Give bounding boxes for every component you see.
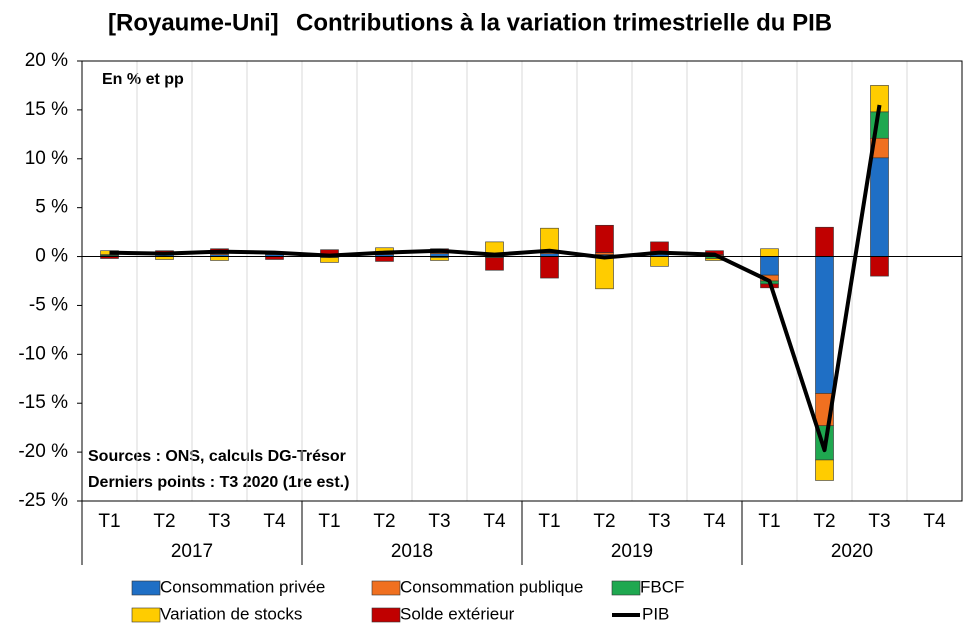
x-tick-label: T3 [208, 511, 230, 532]
y-tick-label: -5 % [29, 294, 68, 315]
x-tick-label: T1 [98, 511, 120, 532]
y-tick-label: 10 % [25, 148, 68, 169]
annotation: Derniers points : T3 2020 (1re est.) [88, 474, 349, 491]
bar-segment [430, 257, 449, 261]
x-tick-label: T1 [538, 511, 560, 532]
x-tick-label: T3 [868, 511, 890, 532]
x-tick-label: T3 [428, 511, 450, 532]
bar-segment [540, 227, 559, 251]
x-group-label: 2017 [171, 541, 213, 562]
x-tick-label: T2 [813, 511, 835, 532]
bar-segment [595, 224, 614, 253]
bar-segment [815, 256, 834, 394]
bar-segment [760, 248, 779, 257]
bar-segment [870, 256, 889, 277]
bar-segment [870, 157, 889, 257]
y-tick-label: -10 % [18, 343, 68, 364]
legend-label: Consommation privée [160, 577, 325, 596]
annotation: Sources : ONS, calculs DG-Trésor [88, 448, 346, 465]
y-tick-label: -20 % [18, 441, 68, 462]
chart-title-prefix: [Royaume-Uni] [108, 9, 279, 36]
y-tick-label: 0 % [35, 246, 68, 267]
bar-segment [210, 256, 229, 261]
x-tick-label: T1 [758, 511, 780, 532]
x-tick-label: T4 [703, 511, 726, 532]
bar-segment [375, 256, 394, 262]
x-group-label: 2018 [391, 541, 433, 562]
x-tick-label: T2 [593, 511, 615, 532]
legend-label: Solde extérieur [400, 604, 515, 623]
bar-segment [485, 257, 504, 271]
legend-swatch [371, 580, 401, 596]
bar-segment [815, 226, 834, 257]
bar-segment [595, 257, 614, 290]
x-tick-label: T4 [483, 511, 506, 532]
x-tick-label: T3 [648, 511, 670, 532]
legend-swatch [131, 580, 161, 596]
legend-label: PIB [642, 604, 669, 623]
y-tick-label: 20 % [25, 50, 68, 71]
legend-swatch [131, 607, 161, 623]
subtitle: En % et pp [102, 71, 184, 88]
legend-swatch [611, 580, 641, 596]
x-tick-label: T4 [263, 511, 286, 532]
bar-segment [320, 257, 339, 263]
bar-segment [815, 459, 834, 481]
bar-segment [485, 241, 504, 254]
y-tick-label: 15 % [25, 99, 68, 120]
bar-segment [650, 256, 669, 267]
bar-segment [760, 256, 779, 276]
x-group-label: 2019 [611, 541, 653, 562]
x-tick-label: T2 [373, 511, 395, 532]
x-tick-label: T4 [923, 511, 946, 532]
y-tick-label: -15 % [18, 392, 68, 413]
x-tick-label: T2 [153, 511, 175, 532]
legend-label: Consommation publique [400, 577, 583, 596]
y-tick-label: -25 % [18, 490, 68, 511]
x-tick-label: T1 [318, 511, 340, 532]
legend-label: FBCF [640, 577, 684, 596]
bar-segment [650, 241, 669, 252]
legend-label: Variation de stocks [160, 604, 302, 623]
x-group-label: 2020 [831, 541, 873, 562]
bar-segment [540, 256, 559, 279]
line-series [109, 104, 882, 453]
legend-swatch [371, 607, 401, 623]
chart-title: Contributions à la variation trimestriel… [296, 9, 832, 36]
y-tick-label: 5 % [35, 197, 68, 218]
